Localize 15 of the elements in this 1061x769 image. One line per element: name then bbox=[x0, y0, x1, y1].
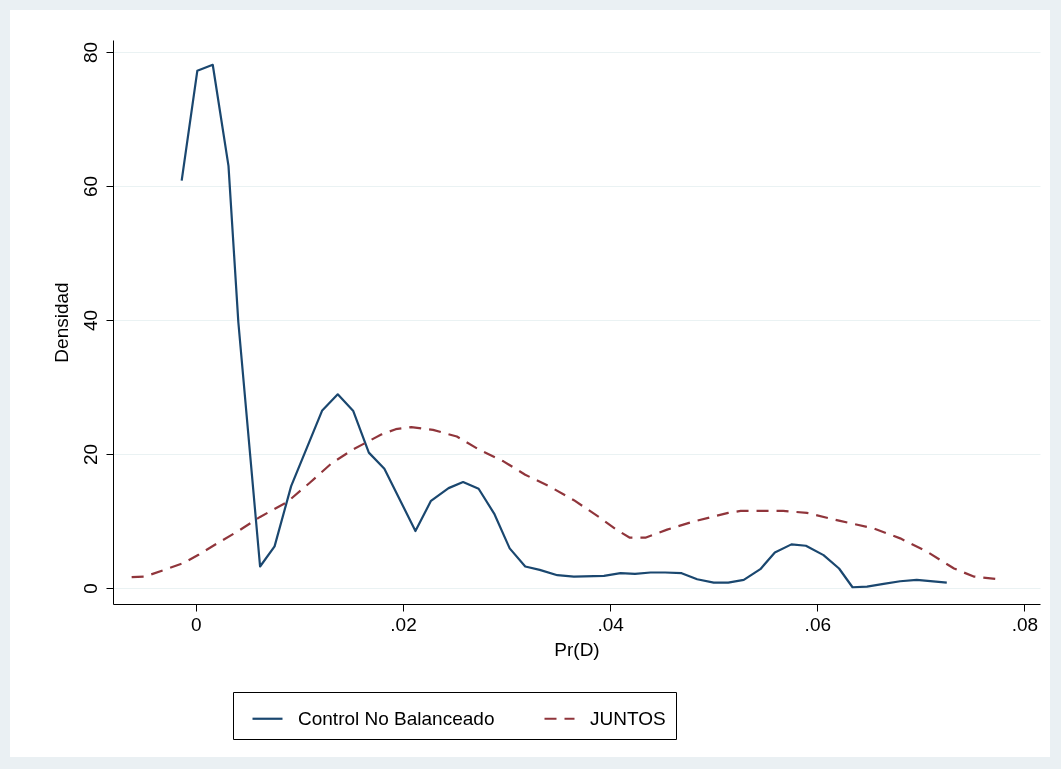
x-tick-label: 0 bbox=[191, 613, 202, 635]
line-series bbox=[180, 63, 948, 589]
y-tick-label: 80 bbox=[79, 41, 101, 64]
x-tick-label: .02 bbox=[390, 613, 417, 635]
y-tick-label: 0 bbox=[79, 583, 101, 594]
legend-label: Control No Balanceado bbox=[298, 707, 495, 729]
x-tick-label: .04 bbox=[597, 613, 625, 635]
x-tick-label: .06 bbox=[804, 613, 832, 635]
y-tick-label: 60 bbox=[79, 175, 101, 198]
y-tick-label: 20 bbox=[79, 443, 101, 466]
y-axis-title: Densidad bbox=[50, 282, 72, 363]
y-tick-label: 40 bbox=[79, 309, 101, 332]
legend-label: JUNTOS bbox=[590, 707, 666, 729]
x-tick-label: .08 bbox=[1011, 613, 1039, 635]
x-axis-title: Pr(D) bbox=[554, 638, 600, 660]
